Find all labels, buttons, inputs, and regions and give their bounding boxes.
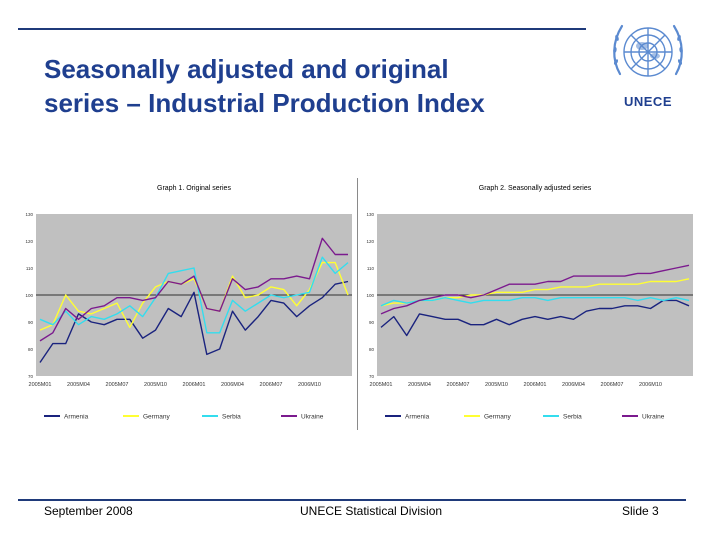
x-tick-label: 2006M01 <box>183 382 206 388</box>
legend-label-germany: Germany <box>143 414 170 421</box>
series-line-ukraine <box>380 264 690 315</box>
x-tick-label: 2005M01 <box>370 382 393 388</box>
y-tick-label: 130 <box>366 212 374 217</box>
series-line-armenia <box>380 299 690 337</box>
y-tick-label: 130 <box>25 212 33 217</box>
graph-1-panel: Graph 1. Original series 70 80 90 100 110 120 1… <box>18 178 356 430</box>
chart-title: Graph 2. Seasonally adjusted series <box>479 185 592 192</box>
y-tick-label: 80 <box>369 347 375 352</box>
series-line-germany <box>39 261 349 331</box>
legend-label-germany: Germany <box>484 414 511 421</box>
y-tick-label: 100 <box>366 293 374 298</box>
y-tick-label: 90 <box>28 320 34 325</box>
y-tick-label: 80 <box>28 347 34 352</box>
y-tick-label: 100 <box>25 293 33 298</box>
unece-logo: UNECE <box>604 12 692 112</box>
x-tick-label: 2005M01 <box>29 382 52 388</box>
x-tick-label: 2006M10 <box>298 382 321 388</box>
y-tick-label: 110 <box>367 266 375 271</box>
footer-division: UNECE Statistical Division <box>300 504 443 518</box>
y-tick-label: 70 <box>369 374 375 379</box>
y-tick-label: 70 <box>28 374 34 379</box>
x-tick-label: 2006M07 <box>260 382 283 388</box>
legend-label-serbia: Serbia <box>563 414 582 421</box>
footer-slide-number: Slide 3 <box>622 504 659 518</box>
series-line-ukraine <box>39 237 348 342</box>
x-tick-label: 2005M07 <box>447 382 470 388</box>
series-line-serbia <box>380 296 690 307</box>
graph-1-chart: Graph 1. Original series 70 80 90 100 110 120 1… <box>25 185 352 421</box>
graph-2-chart: Graph 2. Seasonally adjusted series 70 80 9… <box>366 185 693 421</box>
x-tick-label: 2005M10 <box>485 382 508 388</box>
slide-title-line-2: series – Industrial Production Index <box>44 88 485 118</box>
x-tick-label: 2006M01 <box>524 382 547 388</box>
legend-label-serbia: Serbia <box>222 414 241 421</box>
x-tick-label: 2006M07 <box>601 382 624 388</box>
chart-title: Graph 1. Original series <box>157 185 231 192</box>
footer-date: September 2008 <box>44 504 133 518</box>
y-tick-label: 90 <box>369 320 375 325</box>
legend-label-ukraine: Ukraine <box>642 414 665 421</box>
footer-rule <box>18 499 686 501</box>
x-tick-label: 2005M10 <box>144 382 167 388</box>
legend-label-armenia: Armenia <box>405 414 430 421</box>
un-emblem-icon <box>613 24 683 77</box>
chart-divider <box>357 178 358 430</box>
x-tick-label: 2005M04 <box>408 382 431 388</box>
graph-2-panel: Graph 2. Seasonally adjusted series 70 80 9… <box>359 178 697 430</box>
x-tick-label: 2005M07 <box>106 382 129 388</box>
x-tick-label: 2005M04 <box>67 382 90 388</box>
y-tick-label: 110 <box>26 266 34 271</box>
series-line-armenia <box>39 280 349 363</box>
legend-label-ukraine: Ukraine <box>301 414 324 421</box>
x-tick-label: 2006M04 <box>221 382 244 388</box>
x-tick-label: 2006M10 <box>639 382 662 388</box>
top-rule <box>18 28 586 30</box>
slide-title-line-1: Seasonally adjusted and original <box>44 54 449 84</box>
y-tick-label: 120 <box>366 239 374 244</box>
slide-title: Seasonally adjusted and original series … <box>44 52 604 120</box>
y-tick-label: 120 <box>25 239 33 244</box>
legend-label-armenia: Armenia <box>64 414 89 421</box>
series-line-serbia <box>39 256 349 334</box>
x-tick-label: 2006M04 <box>562 382 585 388</box>
logo-text: UNECE <box>623 94 672 109</box>
